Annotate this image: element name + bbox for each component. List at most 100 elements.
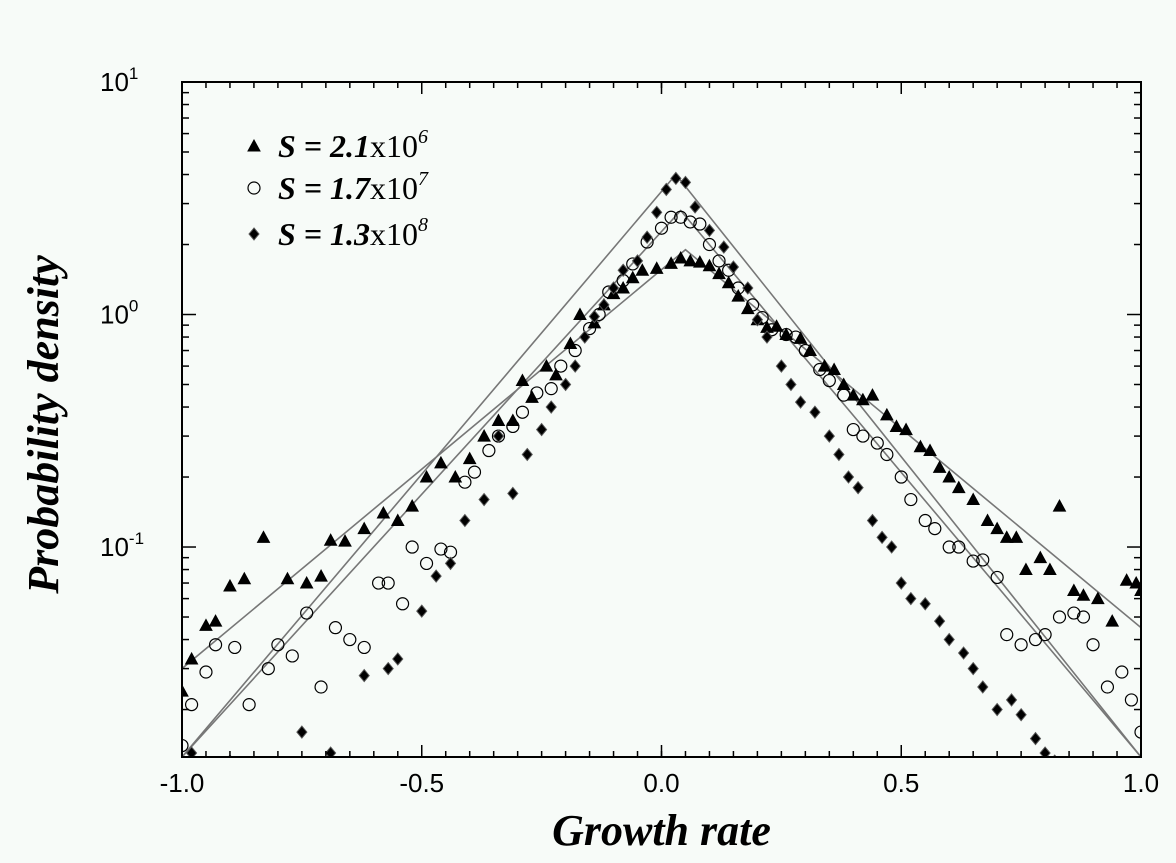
data-point: [343, 632, 357, 647]
x-axis-title: Growth rate: [552, 806, 771, 855]
y-tick-exponent: 1: [129, 64, 138, 83]
y-tick-label: 100: [100, 297, 138, 330]
data-point: [846, 388, 861, 401]
data-point: [242, 698, 256, 712]
data-point: [419, 556, 434, 571]
data-point: [598, 298, 610, 312]
series-triangle: [182, 250, 1141, 697]
data-point: [617, 263, 629, 278]
data-point: [779, 327, 793, 342]
data-point: [478, 492, 490, 507]
data-point: [823, 429, 835, 443]
series-diamond: [185, 171, 1057, 757]
data-point: [842, 470, 855, 484]
data-point: [419, 469, 434, 483]
data-point: [507, 486, 519, 501]
data-point: [545, 400, 557, 414]
data-point: [660, 182, 672, 197]
data-point: [894, 470, 908, 484]
legend-item-diamond: S = 1.3x108: [248, 214, 428, 252]
data-point: [664, 210, 678, 224]
legend-label: S = 1.3x108: [278, 214, 428, 252]
data-point: [381, 576, 395, 590]
y-tick-base: 10: [100, 532, 129, 562]
data-point: [837, 388, 851, 402]
data-point: [535, 422, 548, 437]
data-point: [184, 651, 199, 665]
data-point: [951, 480, 966, 494]
data-point: [1076, 610, 1091, 624]
data-point: [430, 569, 442, 583]
data-point: [223, 578, 237, 592]
data-point: [999, 530, 1014, 543]
data-point: [1019, 562, 1033, 576]
data-point: [866, 513, 879, 528]
data-point: [1115, 665, 1129, 679]
data-point: [683, 253, 698, 267]
legend-marker: [247, 181, 261, 195]
data-point: [392, 652, 404, 666]
data-point: [942, 540, 956, 554]
data-point: [904, 492, 918, 507]
data-point: [852, 480, 864, 495]
data-point: [775, 359, 788, 373]
legend-label-mult: x10: [370, 128, 418, 164]
fit-line-fit-1.3e8: [182, 173, 1141, 757]
fit-line-fit-2.1e6: [182, 248, 1141, 670]
data-point: [693, 255, 707, 268]
fit-lines: [182, 173, 1141, 757]
data-point: [918, 513, 932, 528]
data-point: [1105, 614, 1120, 627]
data-point: [966, 554, 980, 568]
data-point: [957, 646, 970, 660]
data-point: [876, 530, 888, 545]
data-point: [1000, 628, 1014, 642]
data-point: [933, 614, 946, 628]
data-point: [458, 475, 472, 489]
y-axis-title: Probability density: [19, 255, 68, 595]
data-point: [515, 373, 530, 387]
data-point: [889, 419, 904, 432]
data-point: [459, 513, 471, 528]
data-point: [635, 263, 650, 276]
legend-label-exponent: 8: [418, 214, 428, 236]
data-point: [358, 668, 370, 683]
data-point: [296, 725, 308, 739]
data-point: [827, 362, 841, 376]
data-point: [588, 309, 601, 324]
data-point: [990, 521, 1004, 535]
data-point: [919, 597, 931, 611]
legend-label-exponent: 7: [418, 168, 429, 190]
data-point: [980, 513, 995, 527]
data-point: [416, 604, 428, 618]
series-circle: [182, 210, 1141, 753]
data-point: [530, 386, 544, 400]
data-point: [328, 621, 343, 635]
data-point: [237, 571, 252, 585]
data-point: [721, 275, 736, 289]
data-point: [491, 413, 506, 427]
data-point: [679, 175, 692, 190]
data-point: [357, 521, 372, 535]
x-tick-label: 0.0: [643, 768, 679, 798]
data-point: [631, 254, 644, 268]
data-point: [913, 439, 928, 453]
data-point: [654, 221, 669, 235]
data-point: [477, 429, 491, 442]
data-point: [1052, 610, 1067, 624]
data-point: [1033, 550, 1048, 564]
legend-item-circle: S = 1.7x107: [247, 168, 429, 206]
legend-label-value: S = 2.1: [278, 128, 370, 164]
y-tick-exponent: 0: [129, 297, 138, 316]
data-point: [794, 395, 807, 409]
data-point: [670, 171, 682, 186]
data-point: [976, 553, 990, 567]
data-point: [1009, 530, 1024, 543]
data-point: [554, 359, 568, 373]
data-point: [208, 638, 223, 652]
data-point: [467, 465, 482, 479]
data-point: [856, 429, 870, 443]
data-point: [544, 382, 558, 396]
